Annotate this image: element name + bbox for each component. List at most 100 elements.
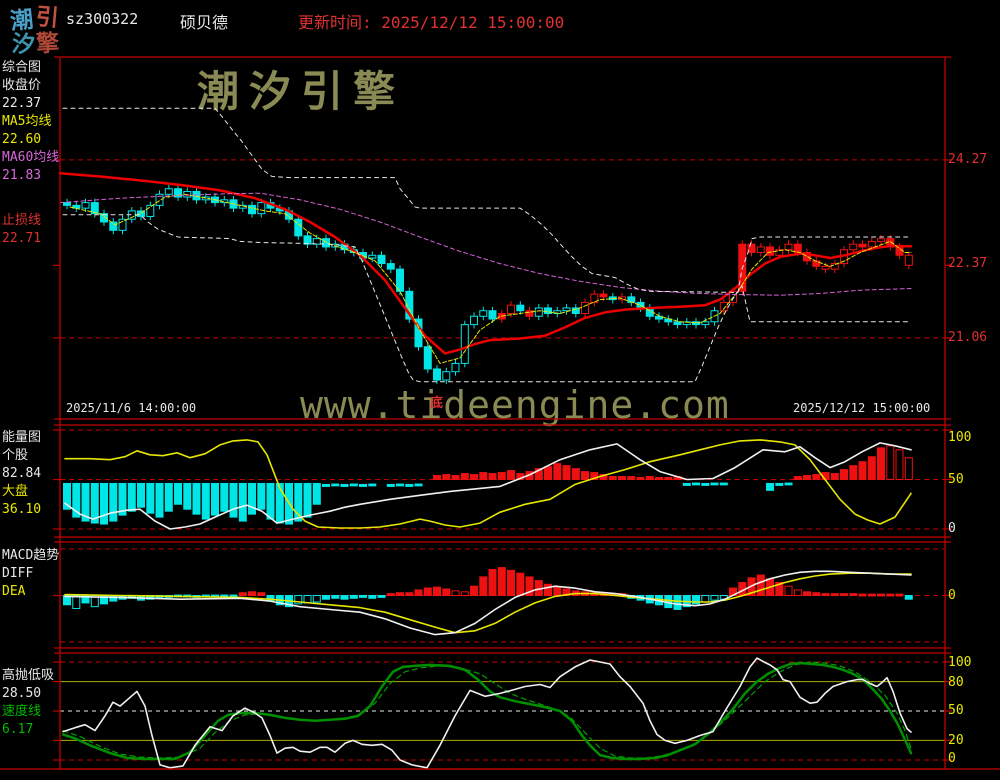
candlestick [904, 254, 913, 266]
candlestick [525, 310, 534, 317]
candlestick [516, 304, 525, 312]
histogram-bar [877, 447, 885, 481]
band-upper [62, 107, 912, 293]
histogram-bar [442, 588, 451, 596]
histogram-bar [766, 482, 774, 491]
histogram-bar [257, 592, 266, 597]
update-time: 更新时间: 2025/12/12 15:00:00 [298, 13, 565, 32]
logo-char: 擎 [35, 29, 60, 58]
top-bar: 潮 引 汐 擎 sz300322 硕贝德 更新时间: 2025/12/12 15… [0, 0, 1000, 59]
histogram-bar [294, 482, 303, 522]
candlestick [63, 202, 71, 206]
histogram-bar [451, 475, 460, 481]
histogram-bar [544, 466, 552, 481]
histogram-bar [349, 483, 358, 487]
candlestick [109, 221, 118, 231]
histogram-bar [90, 482, 99, 524]
histogram-bar [331, 595, 340, 599]
histogram-bar [544, 583, 552, 597]
histogram-bar [636, 477, 645, 480]
stock-name: 硕贝德 [180, 13, 229, 32]
histogram-bar [414, 483, 423, 487]
market-energy-value: 36.10 [2, 502, 42, 517]
histogram-bar [423, 587, 432, 596]
histogram-bar [238, 482, 247, 522]
histogram-bar [63, 595, 71, 606]
histogram-bar [904, 457, 913, 481]
close-label: 收盘价 [2, 78, 42, 93]
candlestick [470, 315, 478, 326]
histogram-bar [100, 482, 108, 525]
ma5-value: 22.60 [2, 132, 42, 147]
histogram-bar [146, 482, 155, 514]
energy-panel-title: 能量图 [2, 430, 42, 445]
histogram-bar [553, 586, 562, 597]
histogram-bar [516, 572, 525, 596]
histogram-bar [238, 592, 247, 597]
candlestick [544, 307, 552, 315]
histogram-bar [201, 482, 210, 520]
histogram-bar [433, 586, 441, 597]
histogram-bar [497, 567, 506, 596]
histogram-bar [183, 482, 192, 510]
candlestick [303, 235, 312, 245]
histogram-bar [627, 476, 636, 480]
dea-label: DEA [2, 584, 26, 599]
candlestick [442, 371, 451, 381]
histogram-bar [433, 475, 441, 481]
candlestick [322, 238, 330, 248]
candlestick [248, 204, 256, 215]
histogram-bar [655, 477, 663, 480]
speed-line [61, 661, 913, 761]
histogram-bar [340, 595, 349, 600]
histogram-bar [812, 592, 821, 597]
histogram-bar [451, 590, 460, 596]
close-value: 22.37 [2, 96, 42, 111]
histogram-bar [886, 593, 895, 597]
histogram-bar [867, 593, 876, 597]
swing-value: 28.50 [2, 686, 42, 701]
histogram-bar [886, 445, 895, 480]
candlestick [803, 252, 811, 262]
histogram-bar [830, 473, 839, 480]
candlestick [756, 246, 765, 254]
candlestick [701, 321, 710, 326]
histogram-bar [840, 469, 848, 481]
histogram-bar [211, 482, 219, 516]
histogram-bar [137, 482, 145, 508]
histogram-bar [257, 482, 266, 510]
histogram-bar [895, 449, 904, 480]
histogram-bar [803, 591, 811, 597]
histogram-bar [294, 595, 303, 605]
histogram-bar [803, 475, 811, 481]
histogram-bar [460, 473, 469, 480]
histogram-bar [507, 569, 515, 597]
candlestick [581, 301, 589, 315]
histogram-bar [229, 482, 238, 518]
histogram-bar [562, 465, 571, 481]
ma5-label: MA5均线 [2, 114, 52, 129]
candlestick [155, 193, 164, 206]
histogram-bar [109, 482, 118, 522]
macd-axis-0: 0 [948, 588, 956, 603]
candlestick [386, 263, 395, 270]
candlestick [655, 315, 663, 320]
histogram-bar [396, 592, 404, 597]
dea-line [64, 572, 912, 634]
candlestick [294, 218, 303, 237]
histogram-bar [867, 456, 876, 481]
candlestick [867, 240, 876, 248]
histogram-bar [340, 483, 349, 487]
stoploss-label: 止损线 [2, 213, 42, 228]
histogram-bar [840, 593, 848, 597]
histogram-bar [386, 593, 395, 597]
histogram-bar [692, 482, 700, 486]
bottom-signal-marker: 底 [430, 396, 444, 411]
histogram-bar [673, 595, 682, 610]
tide-engine-logo-icon: 潮 引 汐 擎 [6, 0, 62, 59]
histogram-bar [534, 468, 543, 480]
histogram-bar [377, 595, 386, 598]
stock-code: sz300322 [66, 10, 139, 28]
histogram-bar [775, 482, 784, 486]
